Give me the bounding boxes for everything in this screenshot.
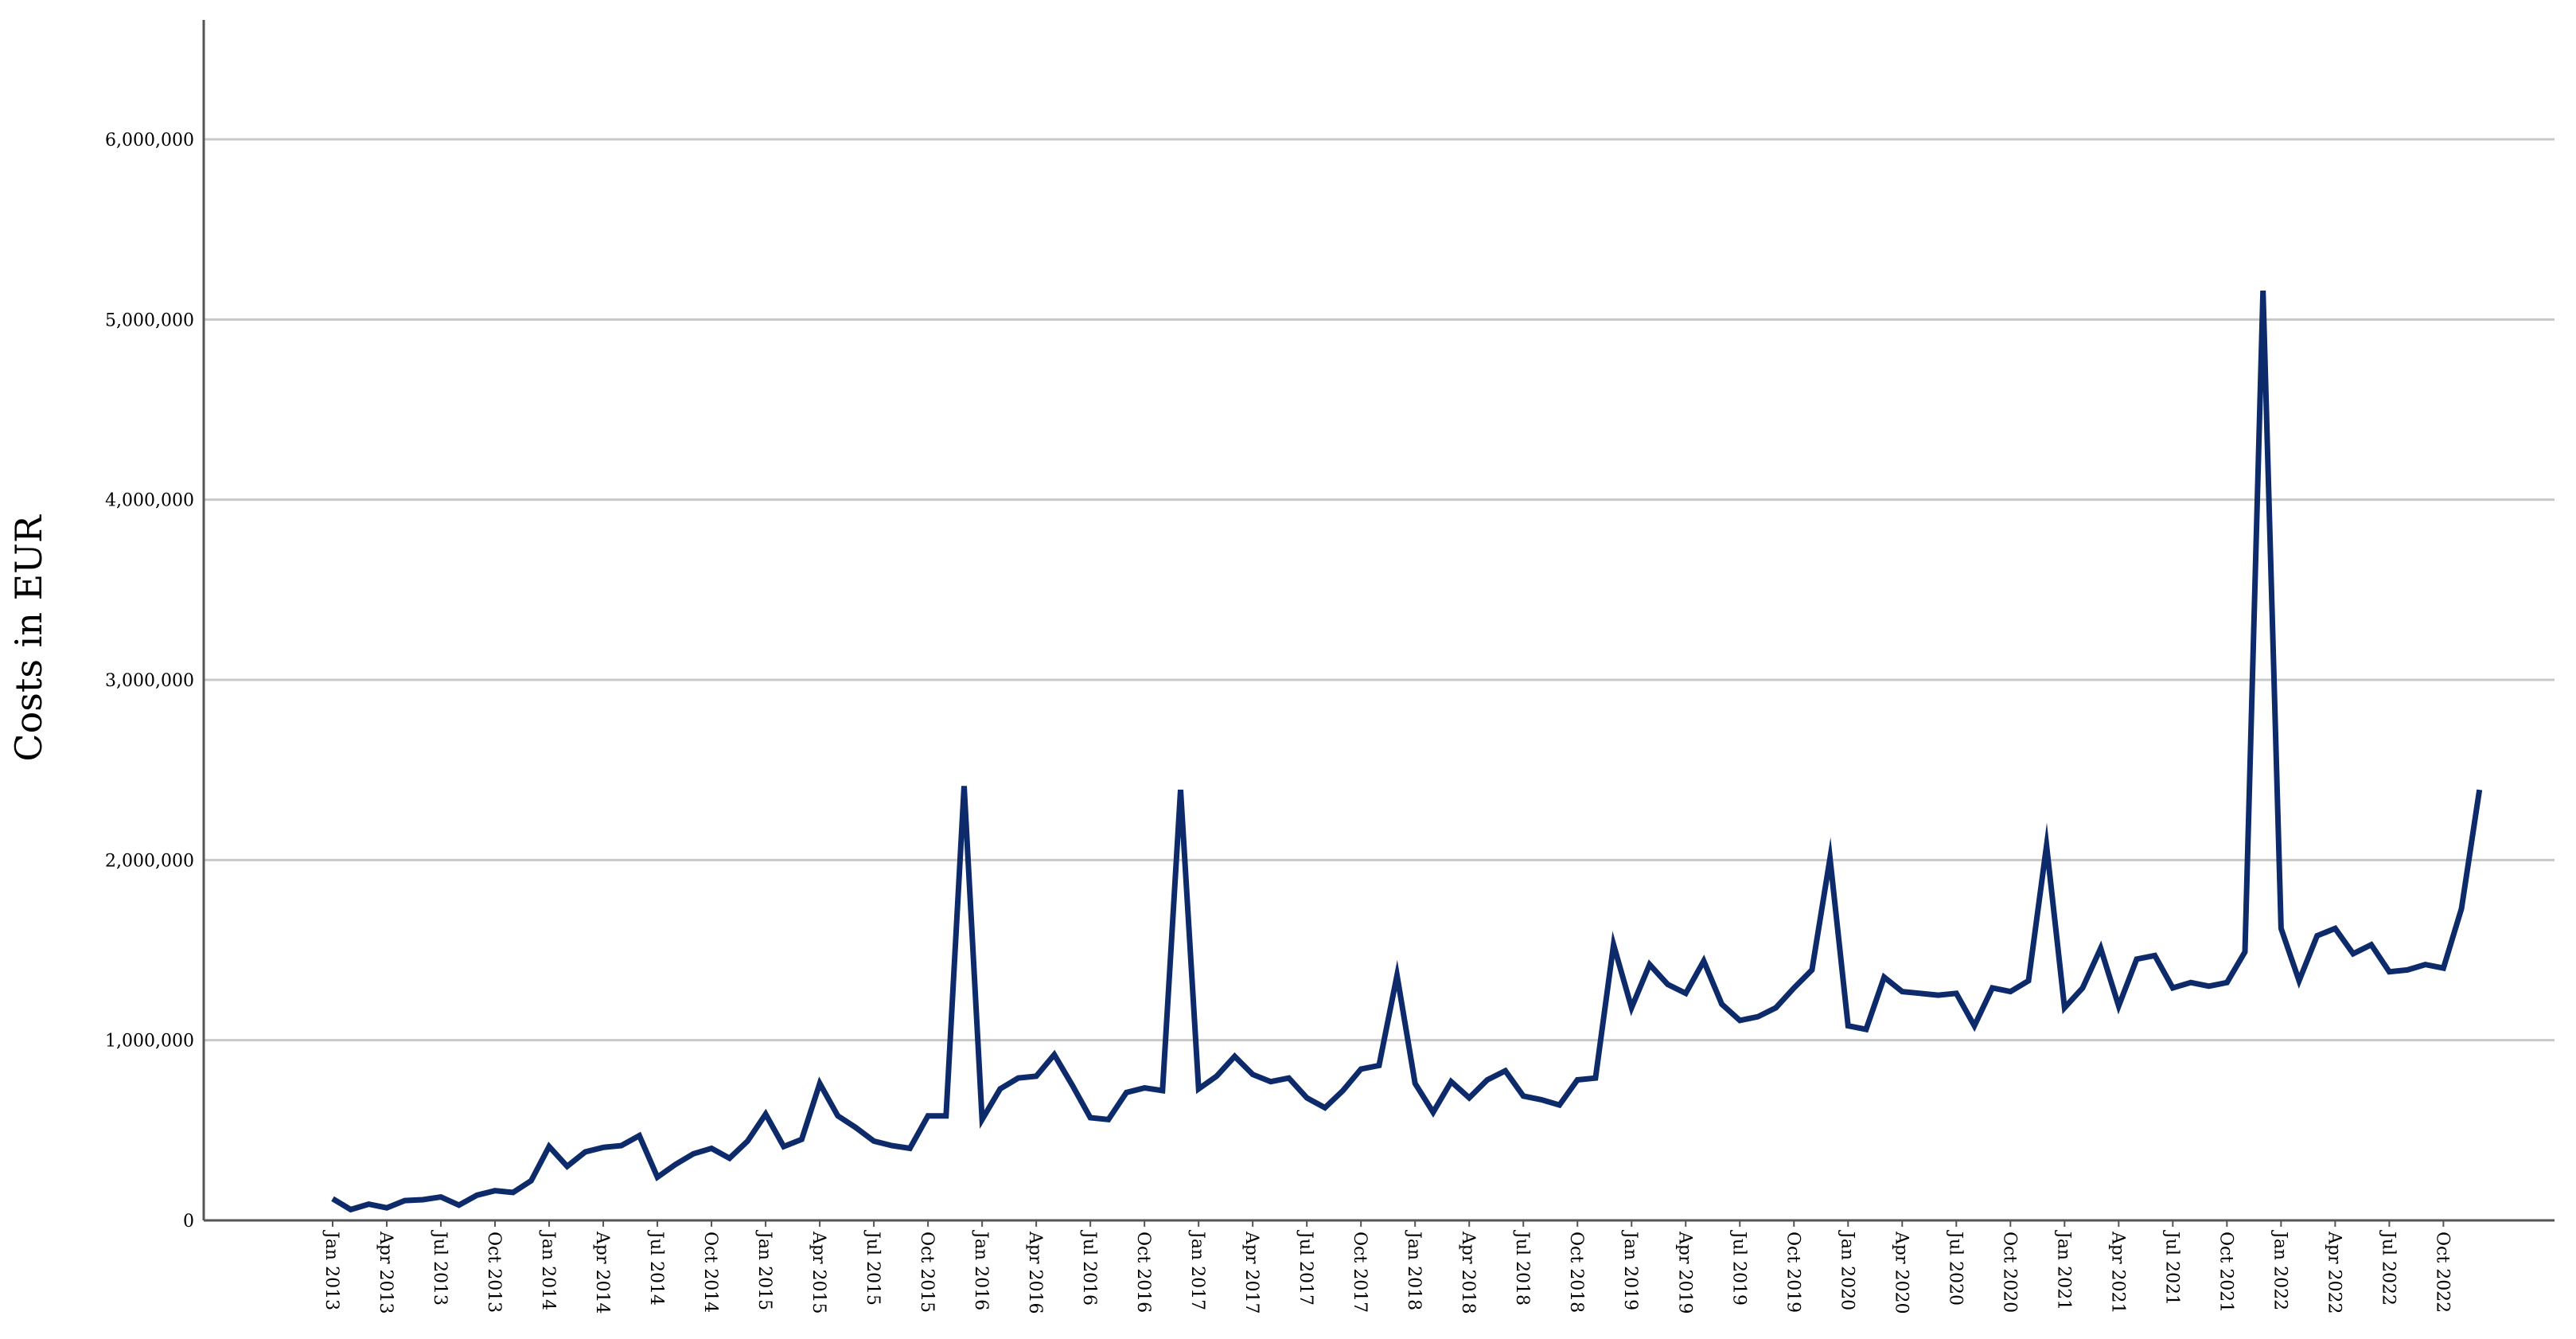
y-tick-label: 3,000,000 — [105, 671, 194, 691]
x-tick-label: Oct 2016 — [1133, 1232, 1153, 1313]
series-line — [331, 291, 2483, 1213]
y-tick-label: 5,000,000 — [105, 310, 194, 330]
x-tick-label: Apr 2014 — [592, 1231, 612, 1314]
x-tick-label: Jul 2017 — [1296, 1230, 1315, 1306]
x-tick-label: Apr 2015 — [809, 1231, 828, 1314]
y-axis-label: Costs in EUR — [7, 514, 50, 762]
x-tick-label: Jan 2018 — [1404, 1230, 1424, 1310]
x-tick-label: Jan 2021 — [2053, 1230, 2073, 1310]
series-layer — [331, 291, 2483, 1213]
x-tick-label: Jan 2020 — [1837, 1230, 1857, 1310]
y-tick-label: 2,000,000 — [105, 851, 194, 871]
x-tick-label: Jan 2019 — [1620, 1230, 1640, 1310]
x-tick-label: Apr 2021 — [2107, 1231, 2127, 1314]
x-tick-label: Oct 2015 — [917, 1232, 937, 1313]
x-tick-label: Jul 2013 — [430, 1230, 450, 1306]
y-tick-label: 6,000,000 — [105, 131, 194, 150]
y-tick-label: 4,000,000 — [105, 491, 194, 511]
x-tick-label: Oct 2014 — [700, 1232, 720, 1313]
x-tick-label: Apr 2022 — [2324, 1231, 2344, 1314]
x-tick-label: Oct 2019 — [1783, 1232, 1802, 1313]
x-tick-label: Jan 2013 — [322, 1230, 341, 1310]
x-tick-label: Jul 2021 — [2161, 1230, 2181, 1306]
x-tick-label: Jul 2020 — [1945, 1230, 1965, 1306]
x-tick-label: Oct 2020 — [1999, 1232, 2019, 1313]
x-tick-label: Jul 2015 — [863, 1230, 883, 1306]
x-tick-label: Jul 2016 — [1079, 1230, 1099, 1306]
x-tick-label: Oct 2017 — [1350, 1232, 1370, 1313]
x-tick-labels: Jan 2013 Apr 2013 Jul 2013 Oct 2013 Jan 2014… — [322, 1220, 2452, 1314]
x-tick-label: Jan 2022 — [2270, 1230, 2290, 1310]
x-tick-label: Jan 2016 — [971, 1230, 991, 1310]
x-tick-label: Apr 2013 — [376, 1231, 396, 1314]
y-tick-label: 0 — [183, 1212, 194, 1232]
y-tick-labels: 0 1,000,000 2,000,000 3,000,000 4,000,000 5,0… — [105, 131, 194, 1232]
x-tick-label: Oct 2018 — [1566, 1232, 1586, 1313]
x-tick-label: Apr 2019 — [1674, 1231, 1694, 1314]
x-tick-label: Jan 2014 — [538, 1230, 558, 1310]
x-tick-label: Apr 2016 — [1025, 1231, 1045, 1314]
x-tick-label: Jan 2015 — [754, 1230, 774, 1310]
gridlines — [204, 138, 2555, 1042]
x-tick-label: Apr 2018 — [1458, 1231, 1478, 1314]
x-tick-label: Apr 2020 — [1891, 1231, 1911, 1314]
x-tick-label: Oct 2021 — [2216, 1232, 2235, 1313]
x-tick-label: Jul 2022 — [2378, 1230, 2398, 1306]
x-tick-label: Jul 2014 — [646, 1230, 666, 1306]
x-tick-label: Jul 2018 — [1512, 1230, 1532, 1306]
x-tick-label: Oct 2022 — [2432, 1232, 2452, 1313]
x-tick-label: Apr 2017 — [1241, 1231, 1261, 1314]
x-tick-label: Jul 2019 — [1728, 1230, 1748, 1306]
x-tick-label: Oct 2013 — [484, 1232, 504, 1313]
y-tick-label: 1,000,000 — [105, 1032, 194, 1052]
x-tick-label: Jan 2017 — [1187, 1230, 1207, 1310]
